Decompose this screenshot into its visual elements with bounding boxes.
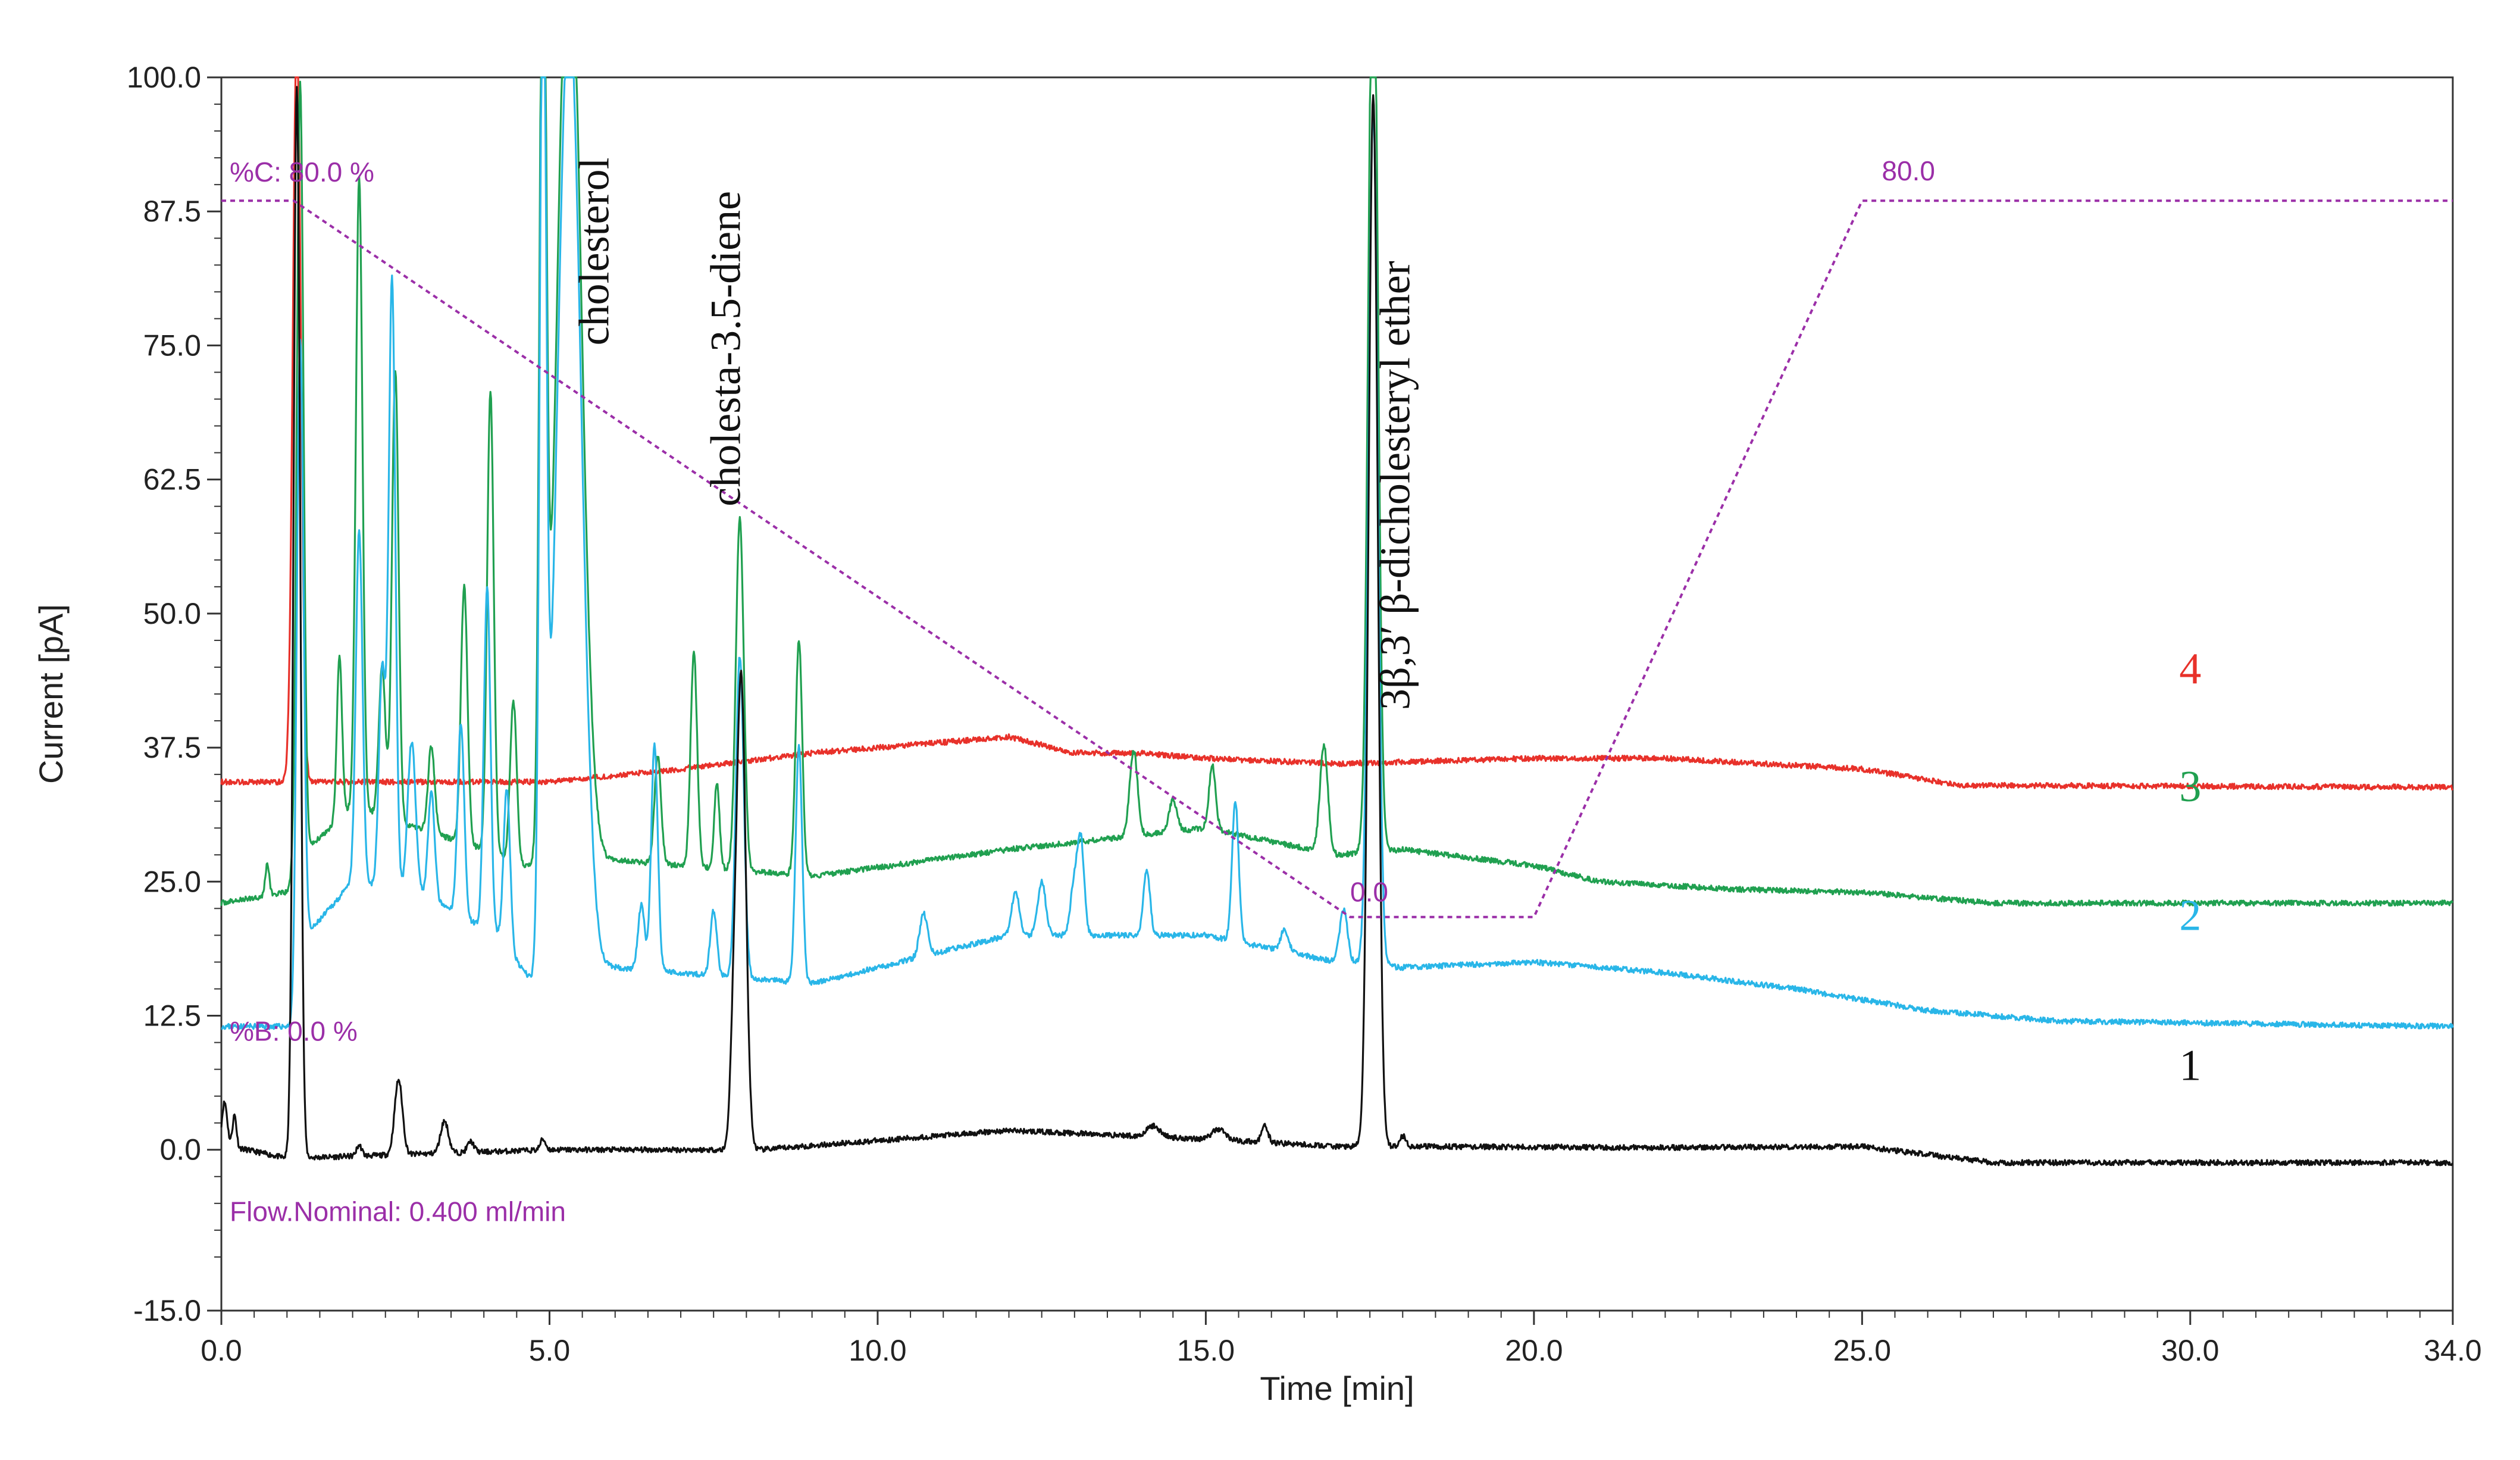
x-tick-label: 0.0	[201, 1334, 242, 1367]
series-4-trace	[220, 76, 2454, 791]
y-tick-label: 12.5	[143, 999, 201, 1033]
x-axis-ticks: 0.0 5.0 10.0 15.0 20.0 25.0 30.0 34.0	[201, 1311, 2482, 1367]
series-1-trace	[220, 86, 2453, 1167]
y-tick-label: 75.0	[143, 329, 201, 362]
y-tick-label: 25.0	[143, 865, 201, 898]
y-tick-label: 62.5	[143, 463, 201, 496]
y-axis-ticks: -15.0 0.0 12.5 25.0 37.5 50.0 62.5 75.0 87.5 100.…	[127, 61, 221, 1327]
gradient-high-label: 80.0	[1882, 155, 1935, 186]
x-axis-title: Time [min]	[1260, 1370, 1414, 1407]
x-tick-label: 20.0	[1505, 1334, 1563, 1367]
gradient-start-label: %C: 80.0 %	[230, 157, 374, 187]
flow-annotation: Flow.Nominal: 0.400 ml/min	[230, 1196, 566, 1227]
x-tick-label: 10.0	[849, 1334, 906, 1367]
y-tick-label: 87.5	[143, 195, 201, 228]
trace-label-2: 2	[2179, 891, 2201, 940]
x-tick-label: 15.0	[1177, 1334, 1235, 1367]
series-layer	[220, 76, 2454, 1167]
peak-label-dicholesteryl-ether: 3β,3′ β-dicholesteryl ether	[1371, 261, 1419, 710]
peak-label-cholestadiene: cholesta-3.5-diene	[702, 191, 749, 507]
trace-label-4: 4	[2179, 645, 2201, 693]
gradient-line	[221, 199, 2453, 918]
y-tick-label: 37.5	[143, 731, 201, 764]
x-tick-label: 25.0	[1833, 1334, 1891, 1367]
x-tick-label: 5.0	[529, 1334, 571, 1367]
trace-label-3: 3	[2179, 762, 2201, 811]
peak-label-cholesterol: cholesterol	[571, 158, 618, 346]
y-tick-label: -15.0	[133, 1294, 201, 1327]
y-axis-title: Current [pA]	[32, 604, 70, 784]
trace-label-1: 1	[2179, 1042, 2201, 1090]
y-tick-label: 0.0	[159, 1133, 201, 1167]
y-tick-label: 100.0	[127, 61, 201, 94]
series-2-trace	[221, 76, 2454, 1030]
x-tick-label: 34.0	[2424, 1334, 2481, 1367]
y-tick-label: 50.0	[143, 597, 201, 630]
series-3-trace	[220, 76, 2454, 907]
percent-b-annotation: %B: 0.0 %	[230, 1016, 358, 1047]
x-tick-label: 30.0	[2161, 1334, 2219, 1367]
gradient-low-label: 0.0	[1350, 876, 1388, 907]
